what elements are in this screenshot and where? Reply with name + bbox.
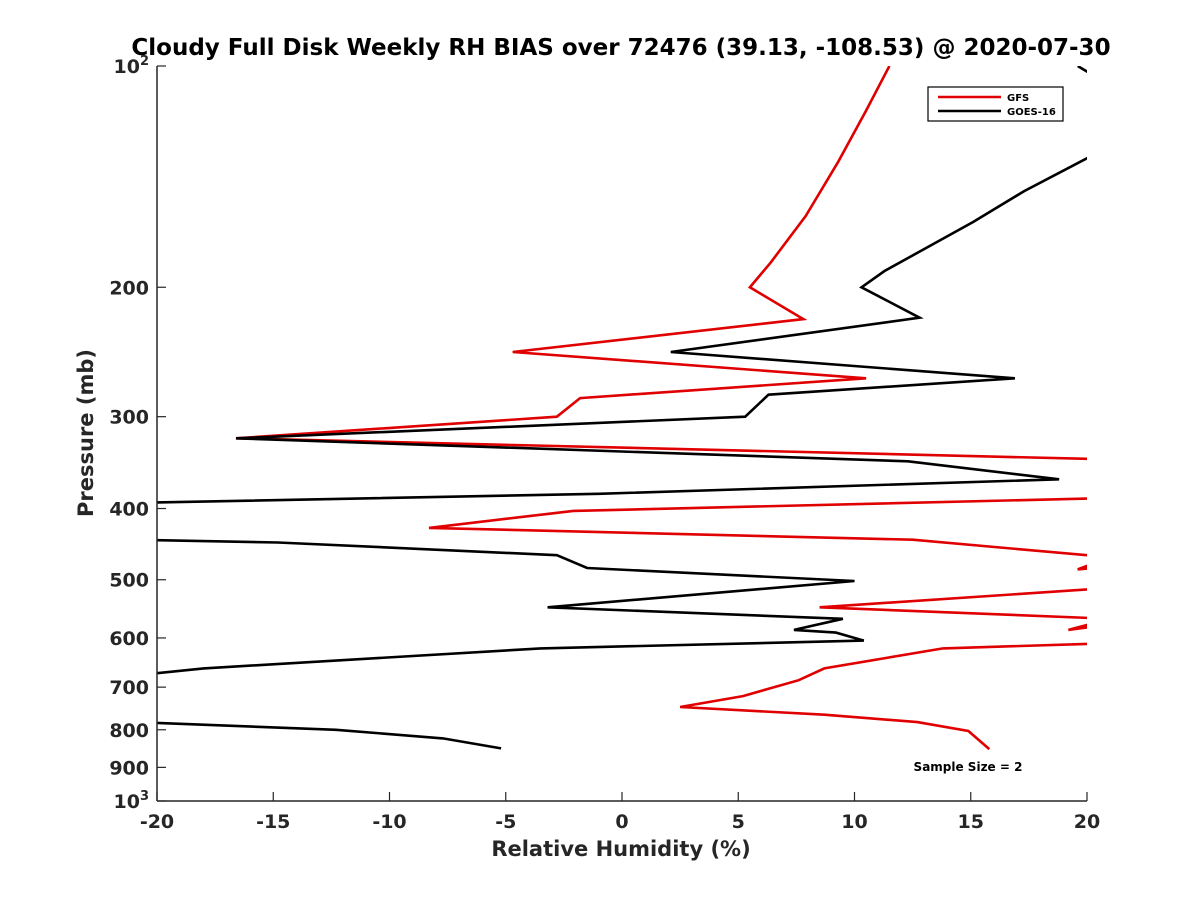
y-tick-label-base: 10 <box>114 56 140 78</box>
y-tick-label: 800 <box>109 720 149 742</box>
y-tick-label: 600 <box>109 628 149 650</box>
x-tick-label: 15 <box>958 811 984 833</box>
y-tick-label-base: 400 <box>109 499 149 521</box>
x-ticks: -20 -15 -10 -5 0 5 10 15 20 <box>140 792 1100 833</box>
x-tick-label: -15 <box>256 811 290 833</box>
y-tick-label: 300 <box>109 407 149 429</box>
y-tick-label: 102 <box>114 54 150 78</box>
y-tick-label-base: 200 <box>109 277 149 299</box>
y-tick-label-base: 600 <box>109 628 149 650</box>
x-tick-label: 0 <box>615 811 628 833</box>
y-tick-label: 200 <box>109 277 149 299</box>
x-tick-label: -20 <box>140 811 174 833</box>
x-axis-label: Relative Humidity (%) <box>491 837 750 861</box>
y-tick-label-exponent: 2 <box>140 54 149 69</box>
y-tick-label-exponent: 3 <box>140 789 149 804</box>
legend-label-gfs: GFS <box>1007 93 1029 104</box>
legend: GFS GOES-16 <box>927 86 1064 122</box>
y-tick-label: 900 <box>109 757 149 779</box>
x-tick-label: -10 <box>372 811 406 833</box>
y-tick-label: 103 <box>114 789 150 813</box>
y-tick-label: 700 <box>109 677 149 699</box>
series-line-gfs <box>235 66 1087 751</box>
y-tick-label-base: 10 <box>114 791 140 813</box>
legend-box <box>927 86 1064 122</box>
chart-title: Cloudy Full Disk Weekly RH BIAS over 724… <box>131 35 1110 61</box>
series-group <box>157 66 1087 751</box>
y-tick-label-base: 800 <box>109 720 149 742</box>
series-line-goes-16 <box>157 66 1087 750</box>
y-tick-label-base: 900 <box>109 757 149 779</box>
y-tick-label-base: 700 <box>109 677 149 699</box>
x-tick-label: 5 <box>732 811 745 833</box>
y-tick-label-base: 300 <box>109 407 149 429</box>
x-tick-label: -5 <box>495 811 516 833</box>
legend-label-goes: GOES-16 <box>1007 107 1056 118</box>
y-axis-label: Pressure (mb) <box>74 349 98 517</box>
y-tick-label: 400 <box>109 499 149 521</box>
sample-size-annotation: Sample Size = 2 <box>914 760 1023 774</box>
x-tick-label: 10 <box>841 811 867 833</box>
y-tick-label: 500 <box>109 570 149 592</box>
y-tick-label-base: 500 <box>109 570 149 592</box>
plot-area: -20 -15 -10 -5 0 5 10 15 20 10220030040050060070… <box>109 54 1100 833</box>
x-tick-label: 20 <box>1074 811 1100 833</box>
